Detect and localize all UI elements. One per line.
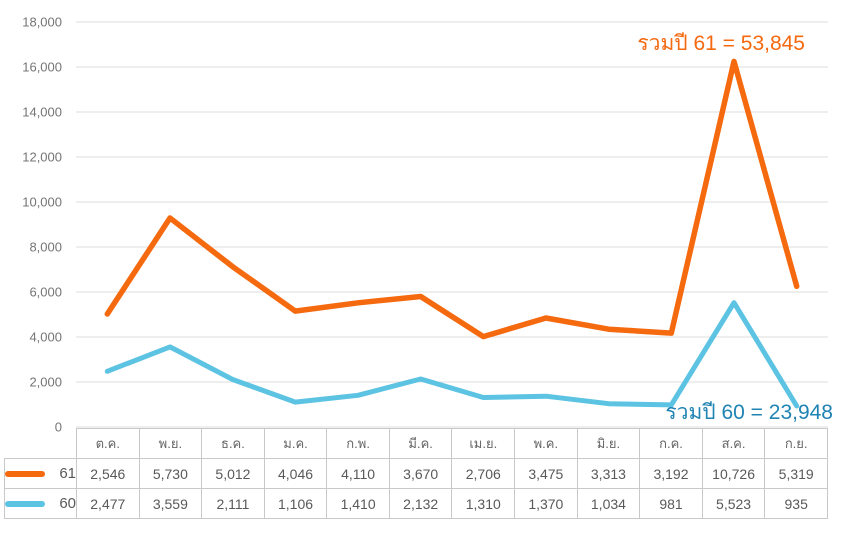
y-axis-tick-label: 2,000: [29, 375, 62, 390]
legend-label-60: 60: [59, 495, 76, 512]
table-header-month: เม.ย.: [451, 428, 516, 459]
table-header-month: ก.พ.: [326, 428, 390, 459]
line-chart-canvas: 0 2,000 4,000 6,000 8,000 10,000 12,000 14,000 1…: [22, 15, 828, 433]
series-line-61: [104, 58, 800, 340]
table-header-month: พ.ค.: [514, 428, 578, 459]
table-header-month: ก.ค.: [639, 428, 703, 459]
table-value-cell: 4,110: [326, 458, 390, 489]
legend-cell-year-61: 61: [4, 458, 77, 489]
y-axis-tick-label: 0: [55, 420, 62, 433]
y-axis-tick-label: 12,000: [22, 150, 62, 165]
table-header-month: มิ.ย.: [576, 428, 641, 459]
y-axis-tick-label: 10,000: [22, 195, 62, 210]
table-value-cell: 3,475: [514, 458, 578, 489]
table-header-month: ต.ค.: [76, 428, 140, 459]
y-axis-tick-label: 14,000: [22, 105, 62, 120]
table-value-cell: 3,559: [138, 488, 203, 519]
data-table: ต.ค. พ.ย. ธ.ค. ม.ค. ก.พ. มี.ค. เม.ย. พ.ค. มิ.ย. ก…: [4, 428, 828, 519]
legend-cell-year-60: 60: [4, 488, 77, 519]
table-value-cell: 5,319: [764, 458, 828, 489]
table-value-cell: 2,706: [451, 458, 516, 489]
table-value-cell: 1,034: [576, 488, 641, 519]
y-axis-tick-label: 4,000: [29, 330, 62, 345]
table-row-year-61: 61 2,546 5,730 5,012 4,046 4,110 3,670 2,706 3,4…: [4, 458, 828, 489]
table-value-cell: 5,012: [201, 458, 265, 489]
y-axis-tick-label: 6,000: [29, 285, 62, 300]
series-line-60: [104, 300, 800, 409]
table-header-month: ส.ค.: [701, 428, 766, 459]
table-value-cell: 3,670: [388, 458, 453, 489]
table-value-cell: 2,546: [76, 458, 140, 489]
table-header-month: มี.ค.: [388, 428, 453, 459]
annotation-total-year-61: รวมปี 61 = 53,845: [637, 32, 805, 55]
table-corner-cell: [5, 429, 77, 459]
table-header-month: ธ.ค.: [201, 428, 265, 459]
table-value-cell: 5,523: [701, 488, 766, 519]
table-value-cell: 2,111: [201, 488, 265, 519]
table-value-cell: 4,046: [263, 458, 328, 489]
legend-swatch-61: [5, 470, 45, 477]
table-value-cell: 3,313: [576, 458, 641, 489]
table-value-cell: 2,477: [76, 488, 140, 519]
table-value-cell: 935: [764, 488, 828, 519]
legend-label-61: 61: [59, 465, 76, 482]
table-value-cell: 3,192: [639, 458, 703, 489]
table-row-year-60: 60 2,477 3,559 2,111 1,106 1,410 2,132 1,310 1,3…: [4, 488, 828, 519]
table-value-cell: 2,132: [388, 488, 453, 519]
table-value-cell: 981: [639, 488, 703, 519]
table-header-month: ก.ย.: [764, 428, 828, 459]
table-value-cell: 1,370: [514, 488, 578, 519]
y-axis-tick-label: 8,000: [29, 240, 62, 255]
y-axis-tick-label: 18,000: [22, 15, 62, 30]
annotation-total-year-60: รวมปี 60 = 23,948: [665, 401, 833, 424]
table-header-month: ม.ค.: [263, 428, 328, 459]
table-value-cell: 5,730: [138, 458, 203, 489]
table-value-cell: 1,410: [326, 488, 390, 519]
table-value-cell: 10,726: [701, 458, 766, 489]
legend-swatch-60: [5, 500, 45, 507]
y-axis-tick-label: 16,000: [22, 60, 62, 75]
table-value-cell: 1,310: [451, 488, 516, 519]
table-value-cell: 1,106: [263, 488, 328, 519]
table-header-month: พ.ย.: [138, 428, 203, 459]
